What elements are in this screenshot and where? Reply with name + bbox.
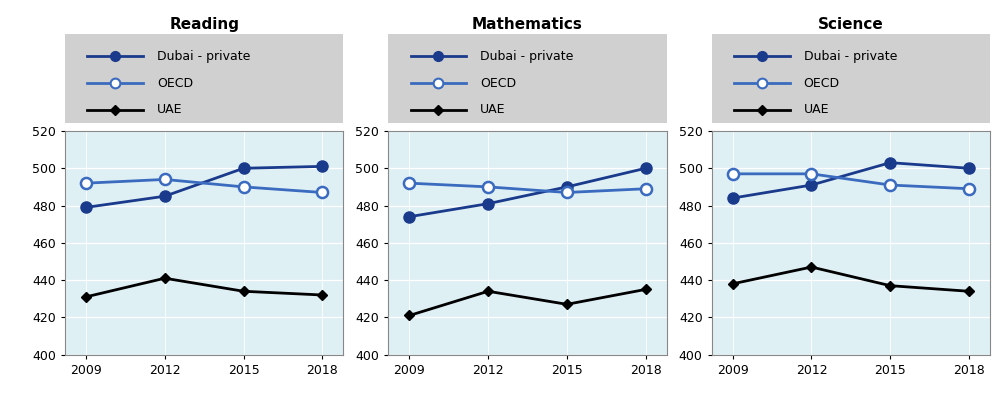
Title: Science: Science	[818, 17, 884, 32]
Text: OECD: OECD	[804, 77, 840, 89]
Title: Reading: Reading	[169, 17, 239, 32]
Text: UAE: UAE	[804, 103, 829, 116]
Text: UAE: UAE	[480, 103, 506, 116]
Text: OECD: OECD	[157, 77, 193, 89]
Text: Dubai - private: Dubai - private	[480, 50, 574, 63]
Title: Mathematics: Mathematics	[472, 17, 583, 32]
Text: UAE: UAE	[157, 103, 182, 116]
Text: OECD: OECD	[480, 77, 516, 89]
Text: Dubai - private: Dubai - private	[804, 50, 897, 63]
Text: Dubai - private: Dubai - private	[157, 50, 250, 63]
